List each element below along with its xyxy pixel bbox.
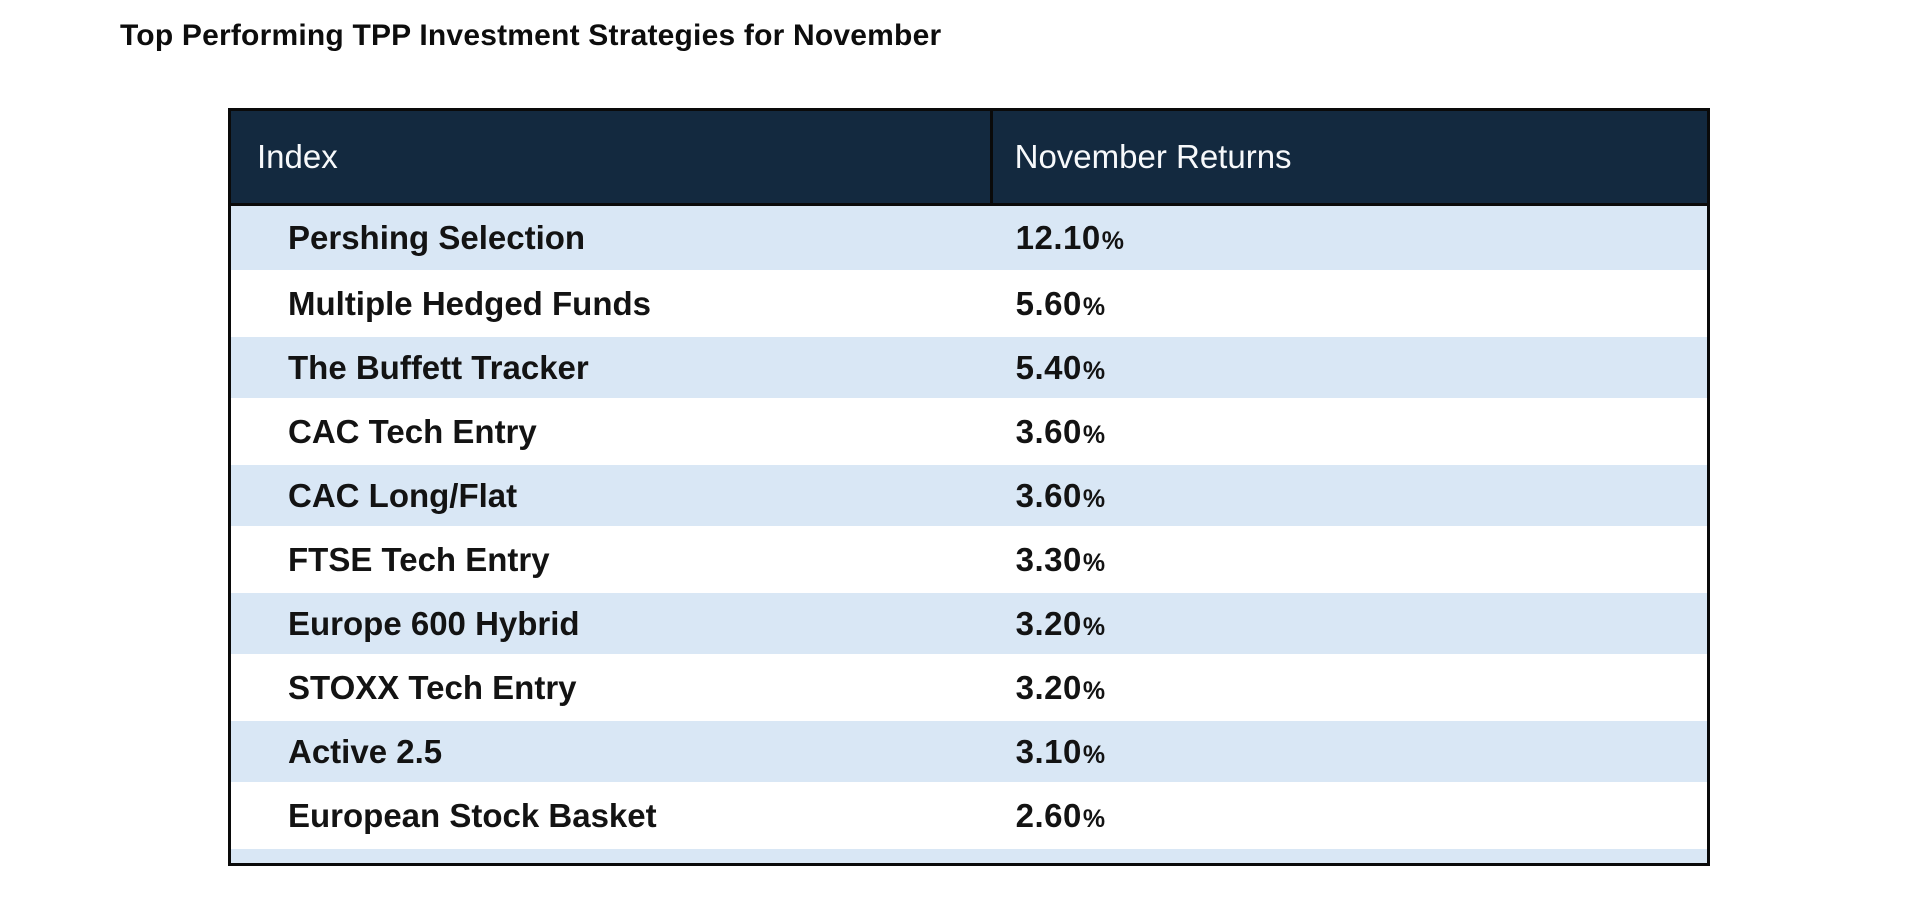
index-cell: CAC Tech Entry <box>288 412 537 450</box>
return-value: 3.10% <box>1016 733 1105 771</box>
table-row: Europe 600 Hybrid 3.20% <box>231 590 1707 654</box>
index-cell: STOXX Tech Entry <box>288 668 577 706</box>
return-number: 2.60 <box>1015 796 1082 834</box>
table-row: The Buffett Tracker 5.40% <box>231 334 1707 398</box>
return-percent-sign: % <box>1082 356 1106 385</box>
return-percent-sign: % <box>1082 804 1106 833</box>
table-row: CAC Tech Entry 3.60% <box>231 398 1707 462</box>
return-number: 3.30 <box>1015 540 1082 578</box>
return-number: 3.10 <box>1015 732 1082 770</box>
return-percent-sign: % <box>1082 292 1106 321</box>
return-cell: 3.30% <box>993 529 1707 590</box>
column-header-november-returns: November Returns <box>1014 138 1292 175</box>
return-percent-sign: % <box>1082 740 1106 769</box>
table-row: Multiple Hedged Funds 5.60% <box>231 270 1707 334</box>
return-value: 12.10% <box>1016 219 1124 257</box>
table-row: FTSE Tech Entry 3.30% <box>231 526 1707 590</box>
table-row: Active 2.5 3.10% <box>231 718 1707 782</box>
return-cell: 3.20% <box>993 593 1707 654</box>
return-cell: 3.60% <box>993 465 1707 526</box>
index-cell: The Buffett Tracker <box>288 348 589 386</box>
returns-table: Index November Returns Pershing Selectio… <box>228 108 1710 866</box>
index-cell: CAC Long/Flat <box>288 476 518 514</box>
return-number: 3.60 <box>1015 412 1082 450</box>
return-number: 12.10 <box>1015 219 1101 256</box>
table-row: European Stock Basket 2.60% <box>231 782 1707 846</box>
return-cell: 5.40% <box>993 337 1707 398</box>
return-value: 3.30% <box>1016 541 1105 579</box>
return-cell: 3.60% <box>993 401 1707 462</box>
index-cell: Pershing Selection <box>288 219 586 256</box>
return-cell: 3.10% <box>993 721 1707 782</box>
return-number: 5.40 <box>1015 348 1082 386</box>
return-percent-sign: % <box>1082 612 1106 641</box>
table-body: Pershing Selection 12.10% Multiple Hedge… <box>231 206 1707 846</box>
return-cell: 3.20% <box>993 657 1707 718</box>
return-value: 3.60% <box>1016 413 1105 451</box>
return-percent-sign: % <box>1082 676 1106 705</box>
table-bottom-strip <box>231 846 1707 863</box>
return-value: 3.20% <box>1016 669 1105 707</box>
table-row: CAC Long/Flat 3.60% <box>231 462 1707 526</box>
page-title: Top Performing TPP Investment Strategies… <box>120 19 942 52</box>
return-number: 3.20 <box>1015 604 1082 642</box>
return-value: 5.60% <box>1016 285 1105 323</box>
index-cell: European Stock Basket <box>288 796 657 834</box>
return-value: 2.60% <box>1016 797 1105 835</box>
return-value: 3.20% <box>1016 605 1105 643</box>
return-percent-sign: % <box>1101 227 1124 255</box>
return-number: 3.20 <box>1015 668 1082 706</box>
return-percent-sign: % <box>1082 484 1106 513</box>
return-percent-sign: % <box>1082 420 1106 449</box>
table-row: Pershing Selection 12.10% <box>231 206 1707 270</box>
return-value: 5.40% <box>1016 349 1105 387</box>
return-number: 3.60 <box>1015 476 1082 514</box>
return-value: 3.60% <box>1016 477 1105 515</box>
return-cell: 2.60% <box>993 785 1707 846</box>
index-cell: Active 2.5 <box>288 732 443 770</box>
return-cell: 5.60% <box>993 273 1707 334</box>
return-cell: 12.10% <box>993 206 1707 270</box>
return-number: 5.60 <box>1015 284 1082 322</box>
index-cell: Europe 600 Hybrid <box>288 604 580 642</box>
table-header-row: Index November Returns <box>231 111 1707 206</box>
column-header-index: Index <box>231 111 993 203</box>
index-cell: Multiple Hedged Funds <box>288 284 651 322</box>
index-cell: FTSE Tech Entry <box>288 540 550 578</box>
table-row: STOXX Tech Entry 3.20% <box>231 654 1707 718</box>
return-percent-sign: % <box>1082 548 1106 577</box>
